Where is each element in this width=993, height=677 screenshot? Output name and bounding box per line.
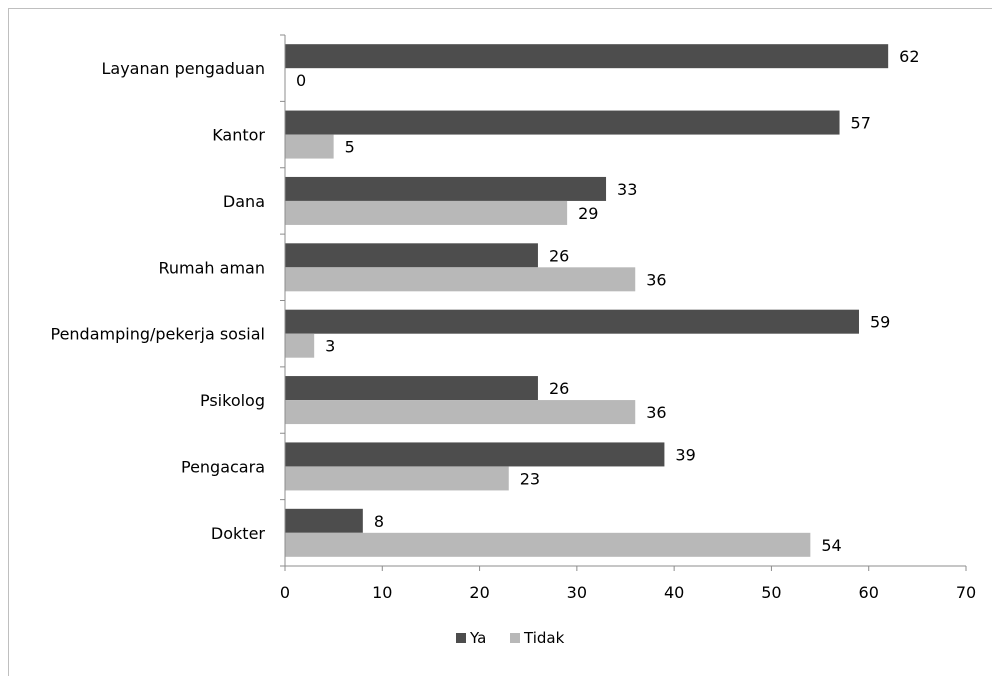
bar-ya-2 — [285, 176, 607, 201]
data-label-ya-1: 57 — [851, 114, 871, 133]
data-label-tidak-6: 23 — [520, 469, 540, 488]
category-label-1: Kantor — [212, 126, 265, 145]
data-label-ya-3: 26 — [549, 246, 569, 265]
bar-tidak-5 — [285, 400, 636, 425]
x-tick-label-5: 50 — [761, 583, 781, 602]
data-label-tidak-4: 3 — [325, 337, 335, 356]
data-label-tidak-1: 5 — [345, 138, 355, 157]
chart-frame — [8, 8, 992, 676]
bar-tidak-3 — [285, 267, 636, 292]
bar-tidak-1 — [285, 134, 334, 159]
category-label-7: Dokter — [211, 524, 265, 543]
category-label-3: Rumah aman — [159, 258, 266, 277]
bar-tidak-2 — [285, 200, 568, 225]
legend-label-tidak: Tidak — [523, 629, 565, 647]
bar-ya-0 — [285, 44, 889, 69]
bar-tidak-4 — [285, 333, 315, 358]
data-label-ya-0: 62 — [899, 47, 919, 66]
data-label-tidak-2: 29 — [578, 204, 598, 223]
bar-ya-7 — [285, 508, 363, 533]
category-label-4: Pendamping/pekerja sosial — [50, 325, 265, 344]
bar-tidak-6 — [285, 466, 509, 491]
x-tick-label-4: 40 — [664, 583, 684, 602]
data-label-tidak-3: 36 — [646, 270, 666, 289]
x-tick-label-6: 60 — [859, 583, 879, 602]
category-label-0: Layanan pengaduan — [101, 59, 265, 78]
data-labels-group: 62 0 57 5 33 29 26 36 59 3 26 36 39 23 8 54 — [296, 47, 920, 555]
x-tick-label-1: 10 — [372, 583, 392, 602]
data-label-ya-7: 8 — [374, 512, 384, 531]
bar-ya-4 — [285, 309, 859, 334]
legend-swatch-ya — [456, 633, 466, 643]
bar-ya-6 — [285, 442, 665, 467]
legend-label-ya: Ya — [469, 629, 486, 647]
data-label-tidak-0: 0 — [296, 71, 306, 90]
legend-swatch-tidak — [510, 633, 520, 643]
data-label-ya-2: 33 — [617, 180, 637, 199]
bar-tidak-7 — [285, 532, 811, 557]
category-label-2: Dana — [223, 192, 265, 211]
bars-group — [285, 44, 889, 557]
category-labels-group: Layanan pengaduan Kantor Dana Rumah aman Pen… — [50, 59, 265, 543]
x-tick-label-0: 0 — [280, 583, 290, 602]
data-label-ya-6: 39 — [675, 445, 695, 464]
data-label-tidak-7: 54 — [821, 536, 841, 555]
data-label-ya-4: 59 — [870, 313, 890, 332]
x-tick-label-2: 20 — [469, 583, 489, 602]
x-tick-label-7: 70 — [956, 583, 976, 602]
bar-ya-3 — [285, 243, 538, 268]
legend: Ya Tidak — [456, 629, 565, 647]
axes-group: 0 10 20 30 40 50 60 70 — [280, 34, 976, 602]
data-label-tidak-5: 36 — [646, 403, 666, 422]
x-tick-label-3: 30 — [567, 583, 587, 602]
data-label-ya-5: 26 — [549, 379, 569, 398]
bar-ya-1 — [285, 110, 840, 135]
bar-ya-5 — [285, 376, 538, 401]
category-label-5: Psikolog — [200, 391, 265, 410]
category-label-6: Pengacara — [181, 457, 265, 476]
